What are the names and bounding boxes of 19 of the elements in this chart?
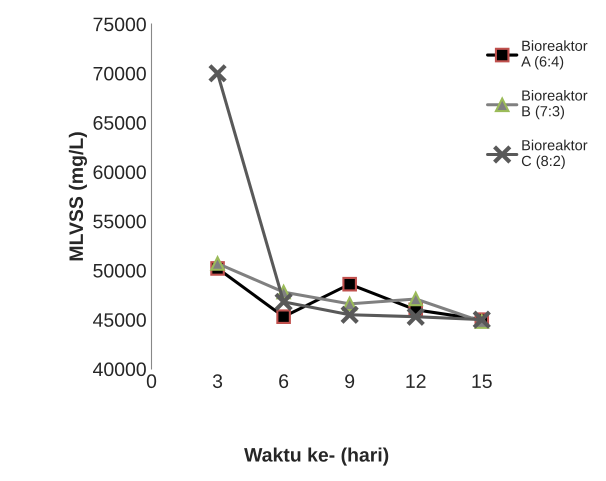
x-tick-label: 0 <box>146 374 156 388</box>
y-tick-label: 65000 <box>94 116 146 130</box>
x-tick-label: 9 <box>345 374 354 388</box>
y-tick-label: 40000 <box>93 362 146 376</box>
x-tick-label: 3 <box>212 374 222 388</box>
legend-label: Bioreaktor C (8:2) <box>522 140 588 169</box>
y-axis-title: MLVSS (mg/L) <box>68 132 88 260</box>
x-tick-label: 12 <box>406 374 426 388</box>
legend-label: Bioreaktor B (7:3) <box>522 90 588 120</box>
y-tick-label: 60000 <box>94 165 146 180</box>
y-tick-label: 45000 <box>93 313 146 327</box>
y-tick-label: 75000 <box>94 18 146 32</box>
x-tick-label: 15 <box>472 374 492 388</box>
x-tick-label: 6 <box>279 374 288 388</box>
x-axis-title: Waktu ke- (hari) <box>244 447 388 466</box>
legend-label: Bioreaktor A (6:4) <box>521 40 588 70</box>
y-tick-label: 55000 <box>93 214 146 228</box>
y-tick-label: 50000 <box>93 264 146 278</box>
y-tick-label: 70000 <box>94 66 146 81</box>
